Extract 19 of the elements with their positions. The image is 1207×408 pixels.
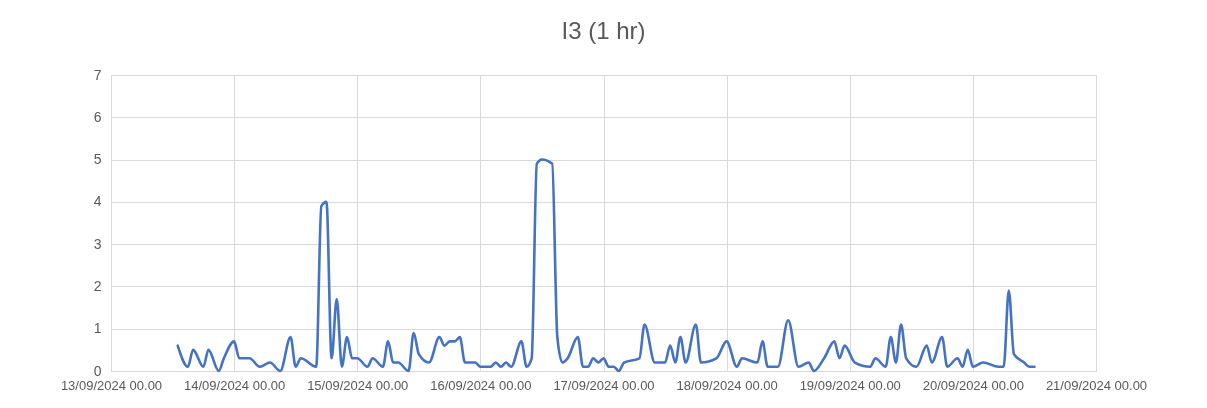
y-tick-label: 4	[93, 193, 102, 210]
x-tick-label: 14/09/2024 00.00	[184, 377, 286, 393]
y-tick-label: 2	[93, 277, 102, 294]
y-tick-label: 3	[93, 235, 102, 252]
x-tick-label: 13/09/2024 00.00	[60, 377, 163, 393]
x-tick-label: 16/09/2024 00.00	[430, 377, 532, 393]
x-tick-label: 18/09/2024 00.00	[676, 377, 778, 393]
y-tick-label: 7	[93, 66, 102, 83]
line-series	[176, 158, 1036, 373]
y-tick-label: 0	[93, 362, 102, 379]
y-tick-label: 1	[93, 320, 102, 337]
y-tick-label: 5	[93, 151, 102, 168]
x-tick-label: 20/09/2024 00.00	[922, 377, 1024, 393]
y-tick-label: 6	[93, 108, 102, 125]
x-tick-label: 15/09/2024 00.00	[307, 377, 409, 393]
chart-title: I3 (1 hr)	[561, 17, 646, 44]
x-tick-label: 21/09/2024 00.00	[1045, 377, 1148, 393]
x-tick-label: 17/09/2024 00.00	[553, 377, 655, 393]
x-tick-label: 19/09/2024 00.00	[799, 377, 901, 393]
